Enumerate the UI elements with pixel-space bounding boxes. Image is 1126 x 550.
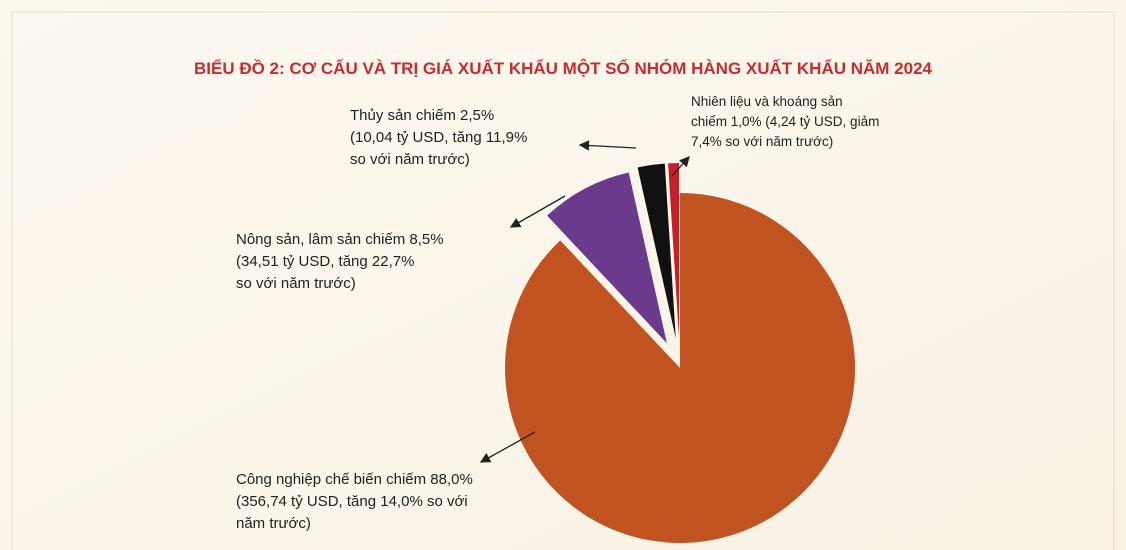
labels: Công nghiệp chế biến chiếm 88,0% (356,74 … <box>236 94 879 532</box>
pie-slice <box>547 172 667 344</box>
slice-label: Thủy sản chiếm 2,5% <box>350 107 494 124</box>
arrow <box>671 156 690 177</box>
slice-label: năm trước) <box>236 515 311 532</box>
pie-slice <box>505 193 856 543</box>
slice-label: chiếm 1,0% (4,24 tỷ USD, giảm <box>691 114 879 129</box>
slice-label: (34,51 tỷ USD, tăng 22,7% <box>236 253 414 270</box>
slice-label: so với năm trước) <box>236 275 356 292</box>
slice-label: (356,74 tỷ USD, tăng 14,0% so với <box>236 493 468 510</box>
pie-slice <box>637 163 676 339</box>
arrow <box>479 431 536 463</box>
pie-slice <box>668 163 680 339</box>
slice-label: Công nghiệp chế biến chiếm 88,0% <box>236 471 473 488</box>
pie <box>505 163 856 543</box>
arrow <box>578 140 637 151</box>
slice-label: 7,4% so với năm trước) <box>691 134 833 149</box>
slice-label: Nông sản, lâm sản chiếm 8,5% <box>236 231 444 248</box>
chart-title: BIỂU ĐỒ 2: CƠ CẤU VÀ TRỊ GIÁ XUẤT KHẨU M… <box>194 58 933 78</box>
slice-label: Nhiên liệu và khoáng sản <box>691 94 843 109</box>
arrow <box>509 195 566 228</box>
frame <box>11 11 1115 550</box>
slice-label: so với năm trước) <box>350 151 470 168</box>
slice-label: (10,04 tỷ USD, tăng 11,9% <box>350 129 527 146</box>
